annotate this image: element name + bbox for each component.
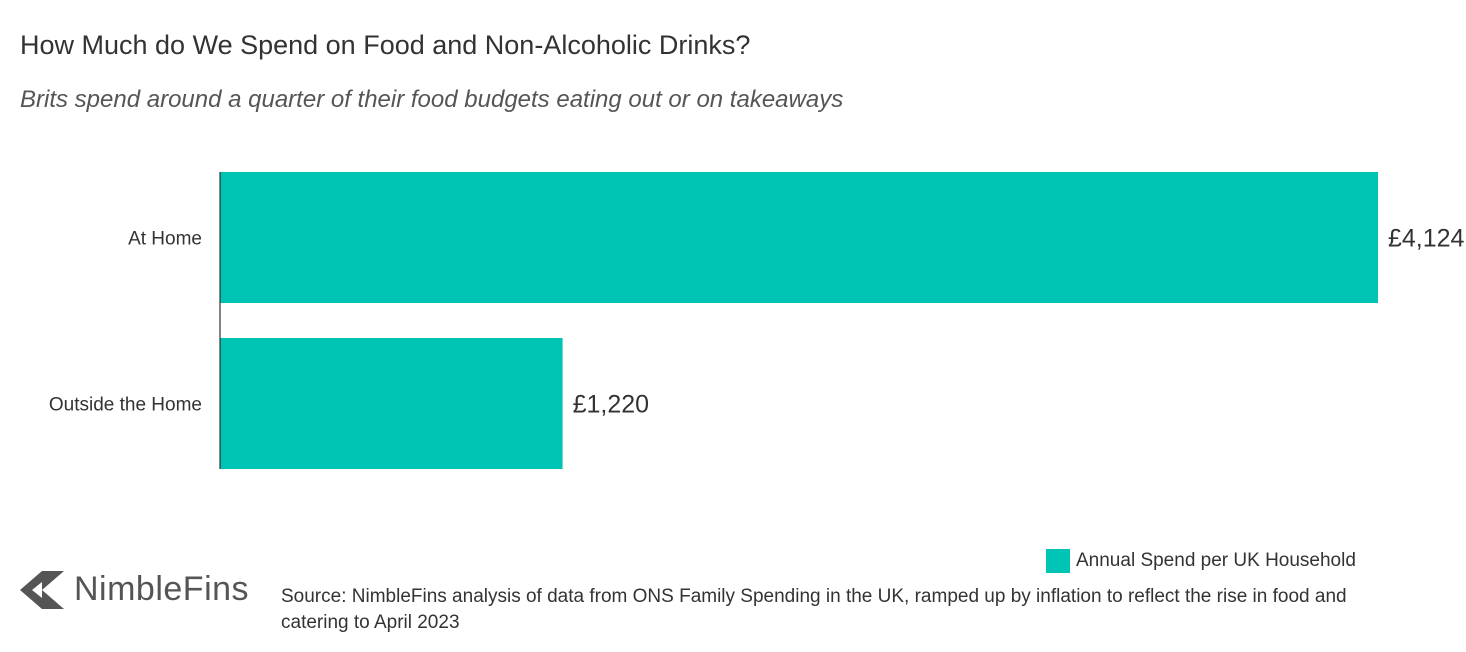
legend-label: Annual Spend per UK Household bbox=[1076, 550, 1356, 571]
nimblefins-logo-icon bbox=[20, 570, 64, 609]
bar-1 bbox=[220, 338, 563, 469]
value-label-1: £1,220 bbox=[573, 391, 649, 419]
brand-name: NimbleFins bbox=[74, 570, 250, 608]
chart-title: How Much do We Spend on Food and Non-Alc… bbox=[20, 30, 751, 60]
legend: Annual Spend per UK Household bbox=[1046, 549, 1356, 573]
source-note: Source: NimbleFins analysis of data from… bbox=[281, 586, 1347, 633]
chart-subtitle: Brits spend around a quarter of their fo… bbox=[20, 86, 844, 113]
legend-swatch bbox=[1046, 549, 1070, 573]
brand-logo: NimbleFins bbox=[20, 570, 249, 609]
category-label-0: At Home bbox=[128, 229, 202, 250]
value-label-0: £4,124 bbox=[1388, 225, 1465, 253]
category-label-1: Outside the Home bbox=[49, 395, 202, 416]
bar-chart: At Home £4,124 Outside the Home £1,220 bbox=[49, 172, 1465, 469]
bar-0 bbox=[220, 172, 1378, 303]
